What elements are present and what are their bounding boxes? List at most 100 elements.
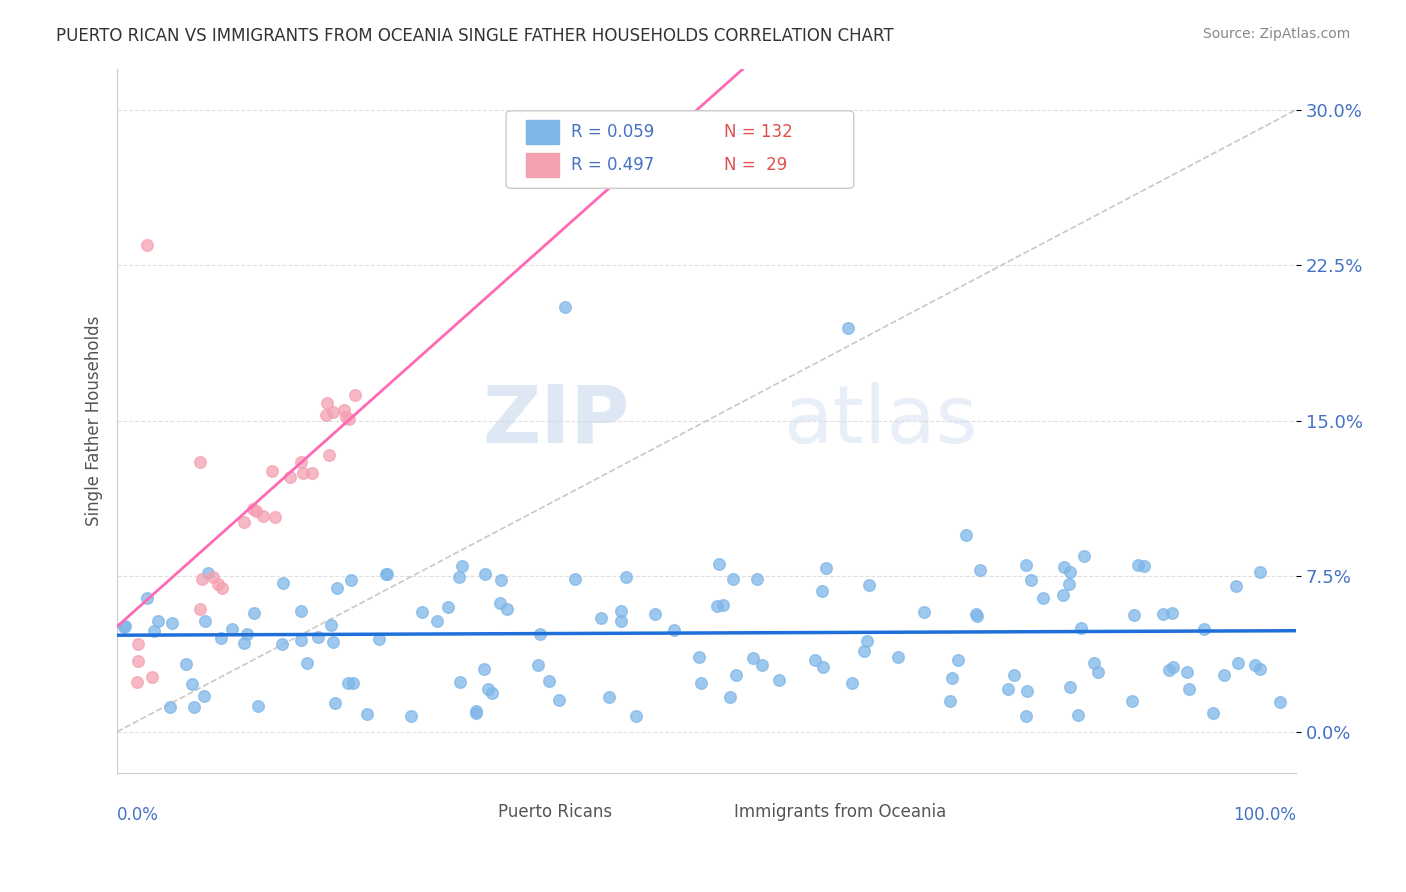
Point bbox=[242, 606, 264, 620]
Point bbox=[1017, 684, 1039, 698]
Point bbox=[718, 690, 741, 704]
Point bbox=[375, 566, 398, 581]
Point bbox=[912, 605, 935, 619]
Point bbox=[472, 662, 495, 676]
Point bbox=[315, 408, 337, 422]
Text: R = 0.497: R = 0.497 bbox=[571, 156, 654, 174]
FancyBboxPatch shape bbox=[700, 802, 727, 822]
Text: Immigrants from Oceania: Immigrants from Oceania bbox=[734, 803, 946, 821]
Point bbox=[811, 660, 834, 674]
Point bbox=[211, 632, 233, 646]
Point bbox=[201, 569, 224, 583]
Text: R = 0.059: R = 0.059 bbox=[571, 123, 654, 141]
Point bbox=[447, 570, 470, 584]
Point bbox=[941, 671, 963, 685]
Point bbox=[946, 653, 969, 667]
Point bbox=[526, 657, 548, 672]
Point bbox=[135, 237, 157, 252]
Point bbox=[290, 604, 312, 618]
FancyBboxPatch shape bbox=[465, 802, 491, 822]
Point bbox=[997, 682, 1019, 697]
Point bbox=[1083, 657, 1105, 671]
Point bbox=[437, 599, 460, 614]
Point bbox=[706, 599, 728, 613]
Point bbox=[1052, 588, 1074, 602]
Point bbox=[337, 675, 360, 690]
Point bbox=[1123, 607, 1146, 622]
Point bbox=[547, 693, 569, 707]
Point bbox=[598, 690, 620, 704]
Point bbox=[1059, 565, 1081, 579]
Point bbox=[1073, 549, 1095, 563]
Point bbox=[1087, 665, 1109, 679]
Point bbox=[399, 709, 422, 723]
Point bbox=[745, 572, 768, 586]
Point bbox=[160, 615, 183, 630]
Text: Puerto Ricans: Puerto Ricans bbox=[498, 803, 612, 821]
Point bbox=[852, 644, 875, 658]
Point bbox=[814, 561, 837, 575]
Text: ZIP: ZIP bbox=[482, 382, 630, 460]
Point bbox=[141, 670, 163, 684]
Point bbox=[112, 620, 135, 634]
Text: PUERTO RICAN VS IMMIGRANTS FROM OCEANIA SINGLE FATHER HOUSEHOLDS CORRELATION CHA: PUERTO RICAN VS IMMIGRANTS FROM OCEANIA … bbox=[56, 27, 894, 45]
Point bbox=[125, 675, 148, 690]
Point bbox=[1159, 663, 1181, 677]
Point bbox=[1133, 558, 1156, 573]
Point bbox=[322, 405, 344, 419]
Point bbox=[610, 614, 633, 628]
Point bbox=[188, 601, 211, 615]
Point bbox=[489, 596, 512, 610]
Point bbox=[1152, 607, 1174, 621]
Point bbox=[337, 412, 360, 426]
Point bbox=[190, 572, 212, 586]
Point bbox=[326, 581, 349, 595]
Point bbox=[449, 675, 471, 690]
Point bbox=[1160, 606, 1182, 620]
Point bbox=[278, 469, 301, 483]
Point bbox=[465, 706, 488, 720]
Point bbox=[318, 448, 340, 462]
Point bbox=[356, 707, 378, 722]
Point bbox=[1070, 621, 1092, 635]
Text: 0.0%: 0.0% bbox=[117, 806, 159, 824]
Point bbox=[127, 637, 149, 651]
Point bbox=[711, 598, 734, 612]
Point bbox=[489, 573, 512, 587]
Point bbox=[609, 603, 631, 617]
Point bbox=[841, 675, 863, 690]
Point bbox=[1270, 695, 1292, 709]
Point bbox=[477, 681, 499, 696]
Point bbox=[340, 574, 363, 588]
Point bbox=[197, 566, 219, 580]
Text: 100.0%: 100.0% bbox=[1233, 806, 1296, 824]
Point bbox=[194, 614, 217, 628]
Point bbox=[965, 607, 987, 621]
Point bbox=[271, 575, 294, 590]
Point bbox=[1192, 623, 1215, 637]
Point bbox=[236, 627, 259, 641]
Point bbox=[887, 650, 910, 665]
Point bbox=[301, 467, 323, 481]
Point bbox=[858, 578, 880, 592]
Point bbox=[768, 673, 790, 687]
Point bbox=[1121, 694, 1143, 708]
Point bbox=[1244, 658, 1267, 673]
Point bbox=[290, 455, 312, 469]
Point bbox=[955, 528, 977, 542]
Point bbox=[529, 627, 551, 641]
Point bbox=[174, 657, 197, 672]
Point bbox=[136, 591, 159, 605]
Point bbox=[537, 674, 560, 689]
Point bbox=[343, 388, 366, 402]
Point bbox=[496, 601, 519, 615]
Point bbox=[374, 567, 396, 582]
Point bbox=[233, 635, 256, 649]
Point bbox=[811, 583, 834, 598]
Point bbox=[481, 686, 503, 700]
Point bbox=[332, 402, 354, 417]
Point bbox=[564, 572, 586, 586]
Point bbox=[252, 509, 274, 524]
Point bbox=[688, 650, 710, 665]
FancyBboxPatch shape bbox=[526, 153, 560, 177]
